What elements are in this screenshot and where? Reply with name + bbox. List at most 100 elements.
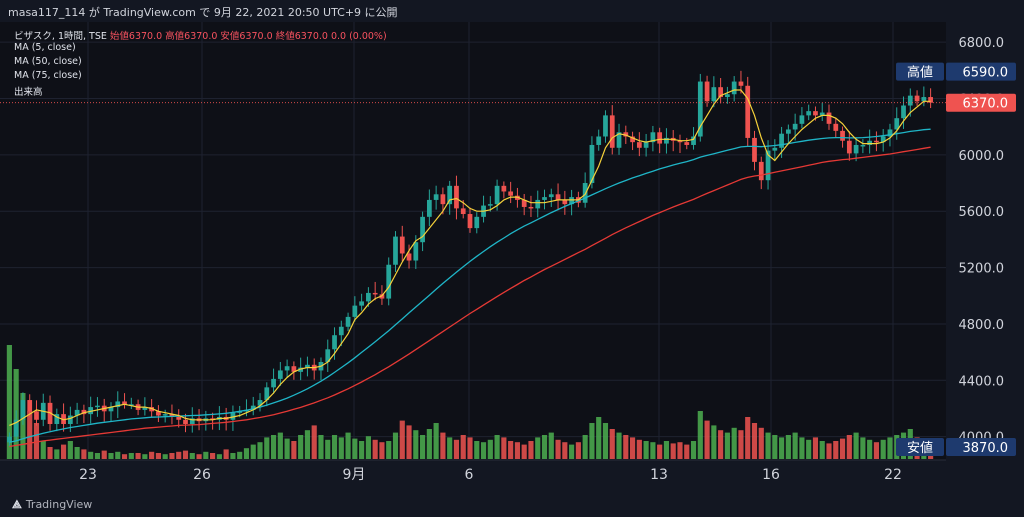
volume-bar	[799, 437, 805, 459]
volume-bar	[406, 425, 412, 459]
volume-bar	[541, 435, 548, 459]
time-tick-label: 22	[884, 467, 902, 483]
low-tag-bg	[896, 438, 944, 456]
volume-bar	[480, 442, 487, 459]
legend-ma50[interactable]: MA (50, close)	[14, 56, 82, 67]
candle-body	[535, 199, 541, 209]
candle-body	[393, 236, 398, 265]
volume-bar	[284, 438, 290, 459]
volume-bar	[596, 417, 602, 459]
volume-bar	[521, 444, 527, 459]
volume-bar	[602, 423, 609, 459]
candle-body	[325, 349, 331, 362]
volume-bar	[196, 454, 202, 459]
candle-body	[128, 404, 134, 406]
candle-body	[894, 118, 900, 130]
volume-bar	[94, 453, 101, 459]
chart-pane[interactable]: 6800.06400.06000.05600.05200.04800.04400…	[0, 22, 1024, 517]
candle-body	[623, 132, 629, 137]
candle-body	[183, 419, 188, 424]
volume-bar	[88, 451, 94, 459]
price-tick-label: 4400.0	[959, 374, 1005, 389]
volume-bar	[873, 442, 879, 459]
candle-body	[169, 414, 175, 417]
candle-body	[914, 95, 920, 102]
volume-bar	[54, 449, 60, 459]
volume-bar	[420, 435, 426, 459]
volume-bar	[819, 441, 825, 459]
candle-body	[108, 407, 114, 412]
volume-bar	[413, 430, 419, 459]
volume-bar	[765, 432, 771, 459]
volume-bar	[508, 441, 514, 459]
volume-bar	[745, 417, 751, 459]
volume-bar	[47, 447, 53, 459]
candle-body	[603, 115, 608, 137]
volume-bar	[718, 430, 724, 459]
candle-body	[237, 411, 243, 413]
volume-bar	[663, 441, 670, 459]
volume-bar	[345, 432, 351, 459]
volume-bar	[318, 435, 324, 459]
plot-background	[0, 22, 946, 492]
candle-body	[508, 191, 514, 196]
volume-bar	[772, 435, 778, 459]
candle-body	[27, 400, 33, 412]
volume-bar	[548, 432, 554, 459]
candle-body	[907, 95, 913, 106]
volume-bar	[40, 441, 46, 459]
volume-bar	[731, 427, 737, 459]
volume-bar	[494, 435, 500, 459]
volume-bar	[379, 442, 385, 459]
volume-bar	[697, 411, 703, 459]
high-tag-bg	[896, 62, 944, 81]
candle-body	[338, 326, 344, 336]
candle-body	[542, 197, 547, 200]
volume-bar	[386, 441, 392, 459]
tradingview-logo[interactable]: ⟁ TradingView	[12, 498, 92, 512]
legend-ma5[interactable]: MA (5, close)	[14, 42, 76, 53]
volume-bar	[460, 435, 466, 459]
candle-body	[548, 194, 554, 198]
volume-bar	[643, 441, 649, 459]
volume-bar	[352, 438, 358, 459]
volume-bar	[670, 443, 676, 459]
publish-header: masa117_114 が TradingView.com で 9月 22, 2…	[0, 0, 1024, 22]
volume-bar	[149, 451, 155, 459]
volume-bar	[711, 425, 717, 459]
legend-ma75[interactable]: MA (75, close)	[14, 70, 82, 81]
candle-body	[636, 142, 642, 148]
volume-bar	[690, 441, 697, 459]
volume-bar	[650, 442, 656, 459]
volume-bar	[792, 432, 798, 459]
candle-body	[867, 140, 873, 145]
volume-bar	[257, 442, 263, 459]
candle-body	[447, 185, 453, 205]
candle-body	[230, 412, 236, 420]
chart-svg[interactable]: 6800.06400.06000.05600.05200.04800.04400…	[0, 22, 1024, 492]
legend-volume[interactable]: 出来高	[14, 87, 43, 98]
candle-body	[887, 129, 893, 137]
candle-body	[115, 401, 121, 408]
candle-body	[420, 216, 425, 243]
candle-body	[142, 407, 148, 410]
candle-body	[738, 81, 744, 86]
candle-body	[474, 216, 480, 229]
candle-body	[352, 305, 358, 317]
candle-body	[298, 367, 304, 372]
volume-bar	[880, 439, 886, 459]
volume-bar	[81, 449, 87, 459]
candle-body	[846, 140, 852, 154]
volume-bar	[115, 451, 121, 459]
volume-bar	[860, 437, 866, 459]
candle-body	[833, 123, 839, 131]
volume-bar	[474, 441, 480, 459]
candle-body	[819, 112, 825, 116]
candle-body	[501, 185, 507, 192]
volume-bar	[304, 430, 311, 459]
candle-body	[20, 400, 26, 420]
volume-bar	[758, 427, 764, 459]
volume-bar	[203, 451, 209, 459]
volume-bar	[230, 453, 236, 459]
high-value-bg	[946, 62, 1016, 81]
